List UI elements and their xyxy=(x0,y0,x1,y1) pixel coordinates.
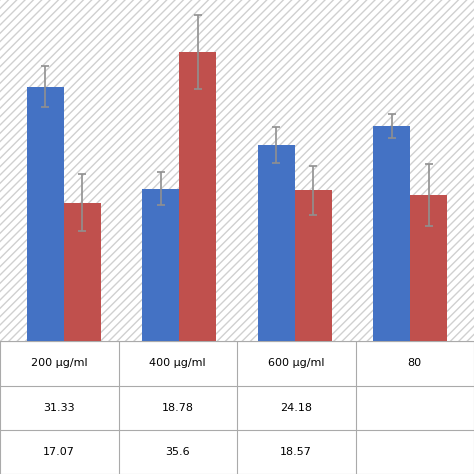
Text: 31.33: 31.33 xyxy=(44,402,75,413)
Bar xyxy=(258,145,295,341)
Bar xyxy=(179,52,216,341)
Text: 35.6: 35.6 xyxy=(165,447,190,457)
Text: 200 μg/ml: 200 μg/ml xyxy=(31,358,88,368)
Bar xyxy=(27,87,64,341)
Bar xyxy=(142,189,179,341)
Bar xyxy=(295,191,332,341)
Text: 600 μg/ml: 600 μg/ml xyxy=(268,358,325,368)
Bar xyxy=(374,126,410,341)
Text: 18.57: 18.57 xyxy=(280,447,312,457)
Text: 17.07: 17.07 xyxy=(43,447,75,457)
Bar xyxy=(64,202,100,341)
Text: 80: 80 xyxy=(408,358,422,368)
Bar xyxy=(410,195,447,341)
Text: 400 μg/ml: 400 μg/ml xyxy=(149,358,206,368)
Text: 24.18: 24.18 xyxy=(280,402,312,413)
Text: 18.78: 18.78 xyxy=(162,402,194,413)
